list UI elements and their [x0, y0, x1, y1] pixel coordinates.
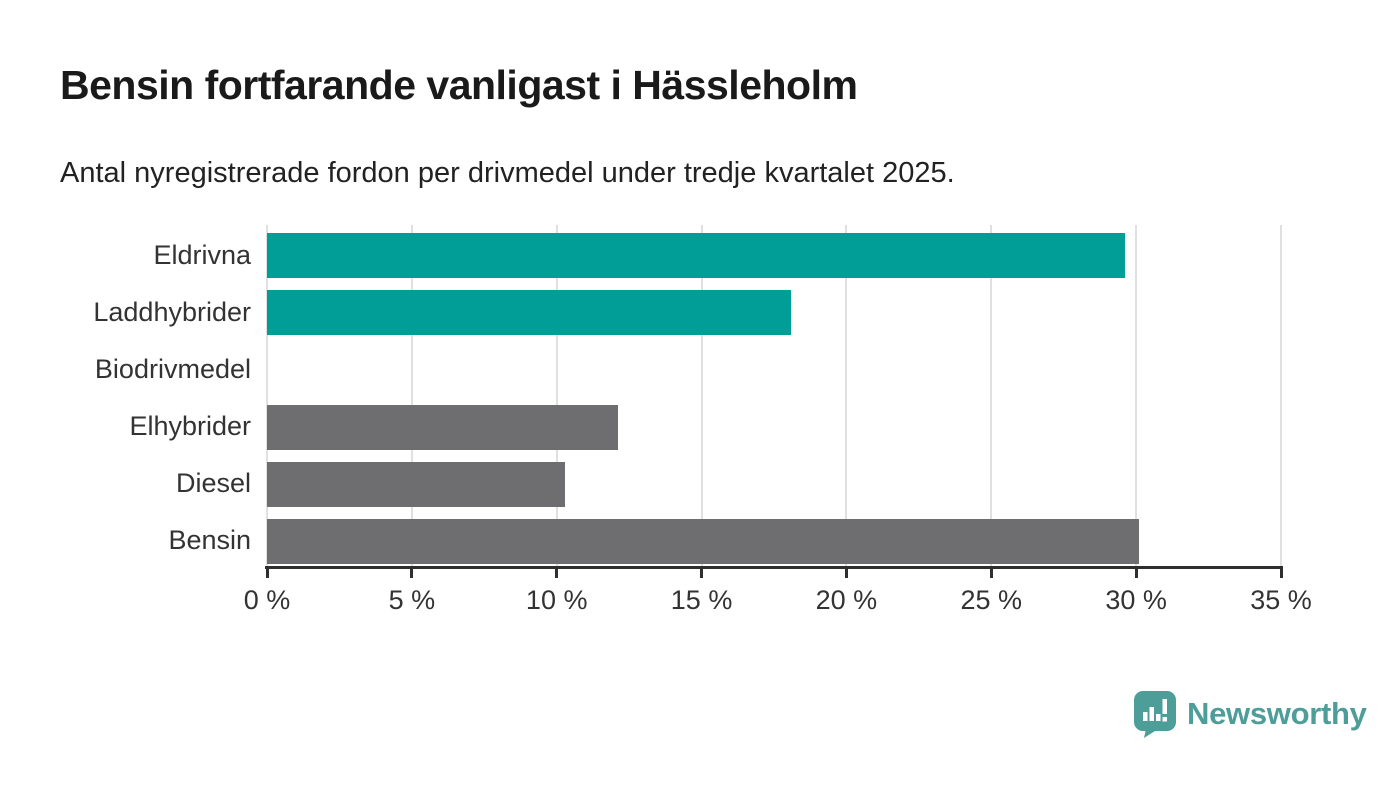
gridline-10	[555, 225, 558, 568]
bar-elhybrider	[267, 404, 618, 450]
gridline-5	[410, 225, 413, 568]
category-label: Bensin	[168, 525, 251, 556]
bar-eldrivna	[267, 233, 1125, 279]
x-axis-tick-15	[700, 569, 704, 578]
x-axis-tick-label: 35 %	[1250, 585, 1312, 615]
newsworthy-pin-barchart-icon	[1134, 691, 1176, 738]
x-axis-tick-label: 15 %	[670, 585, 733, 615]
category-label: Diesel	[175, 468, 251, 499]
gridline-30	[1135, 225, 1138, 568]
x-axis-tick-label: 5 %	[388, 585, 436, 615]
gridline-15	[700, 225, 703, 568]
x-axis-tick-20	[844, 569, 848, 578]
gridline-25	[990, 225, 993, 568]
bar-bensin	[267, 518, 1140, 564]
newsworthy-logo: Newsworthy	[1133, 690, 1367, 738]
gridline-20	[845, 225, 848, 568]
x-axis-tick-label: 20 %	[815, 585, 878, 615]
category-label: Biodrivmedel	[94, 353, 251, 384]
x-axis-tick-label: 10 %	[525, 585, 588, 615]
category-label: Eldrivna	[153, 239, 251, 270]
x-axis-tick-35	[1279, 569, 1283, 578]
x-axis-line	[265, 566, 1283, 569]
x-axis-tick-0	[265, 569, 269, 578]
bar-laddhybrider	[267, 290, 792, 336]
x-axis-tick-10	[555, 569, 559, 578]
chart-title: Bensin fortfarande vanligast i Hässlehol…	[60, 62, 858, 108]
x-axis-tick-30	[1134, 569, 1138, 578]
x-axis-tick-label: 25 %	[960, 585, 1023, 615]
category-label: Elhybrider	[129, 411, 251, 442]
x-axis-tick-label: 30 %	[1105, 585, 1167, 615]
category-label: Laddhybrider	[93, 296, 251, 327]
gridline-35	[1280, 225, 1282, 568]
chart-subtitle: Antal nyregistrerade fordon per drivmede…	[60, 157, 955, 189]
x-axis-tick-25	[989, 569, 993, 578]
bar-diesel	[267, 461, 566, 507]
newsworthy-wordmark: Newsworthy	[1187, 696, 1367, 731]
x-axis-tick-label: 0 %	[243, 585, 291, 615]
gridline-0	[266, 225, 268, 568]
x-axis-tick-5	[410, 569, 414, 578]
